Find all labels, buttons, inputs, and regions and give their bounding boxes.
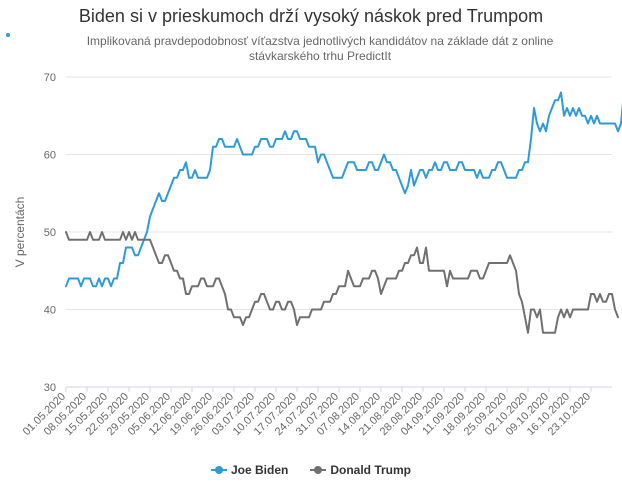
chart-title: Biden si v prieskumoch drží vysoký násko… — [78, 6, 544, 26]
y-tick-label: 70 — [44, 72, 56, 84]
legend-dot-trump — [314, 466, 323, 474]
series-line-trump — [65, 231, 619, 334]
y-axis-title: V percentách — [13, 197, 27, 268]
legend-label-trump: Donald Trump — [330, 463, 412, 477]
y-tick-label: 50 — [44, 227, 56, 239]
decorative-dot-icon — [6, 33, 10, 37]
y-tick-label: 30 — [44, 382, 56, 394]
legend-label-biden: Joe Biden — [230, 463, 289, 477]
chart-subtitle: Implikovaná pravdepodobnosť víťazstva je… — [86, 34, 554, 63]
series-line-biden — [65, 91, 622, 288]
legend-item-trump[interactable]: Donald Trump — [310, 463, 411, 477]
y-tick-label: 40 — [44, 305, 56, 317]
legend-item-biden[interactable]: Joe Biden — [210, 463, 289, 477]
legend-swatch-trump — [310, 465, 327, 475]
legend-dot-biden — [214, 466, 223, 474]
y-tick-label: 60 — [44, 150, 56, 162]
legend-swatch-biden — [210, 465, 227, 475]
legend: Joe Biden Donald Trump — [0, 463, 622, 477]
